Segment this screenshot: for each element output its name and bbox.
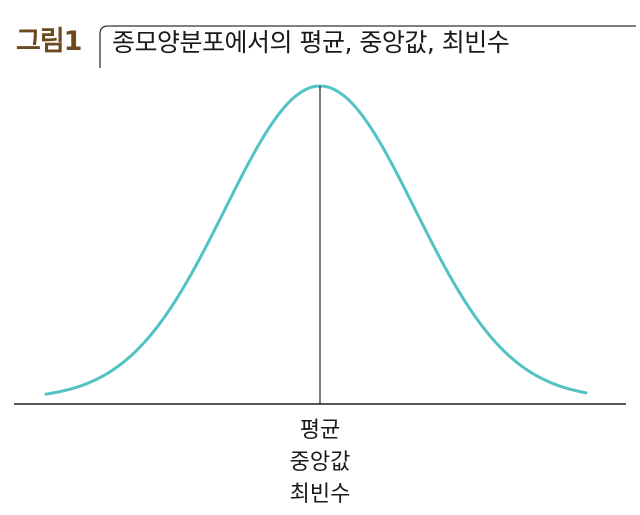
figure-label: 그림1: [16, 26, 82, 57]
figure-header: 그림1 종모양분포에서의 평균, 중앙값, 최빈수: [0, 0, 640, 80]
mode-label: 최빈수: [289, 482, 351, 507]
figure-title: 종모양분포에서의 평균, 중앙값, 최빈수: [112, 28, 510, 57]
bell-curve: [44, 84, 588, 396]
median-label: 중앙값: [289, 450, 351, 475]
mean-label: 평균: [299, 418, 341, 443]
header-frame: [99, 25, 636, 68]
